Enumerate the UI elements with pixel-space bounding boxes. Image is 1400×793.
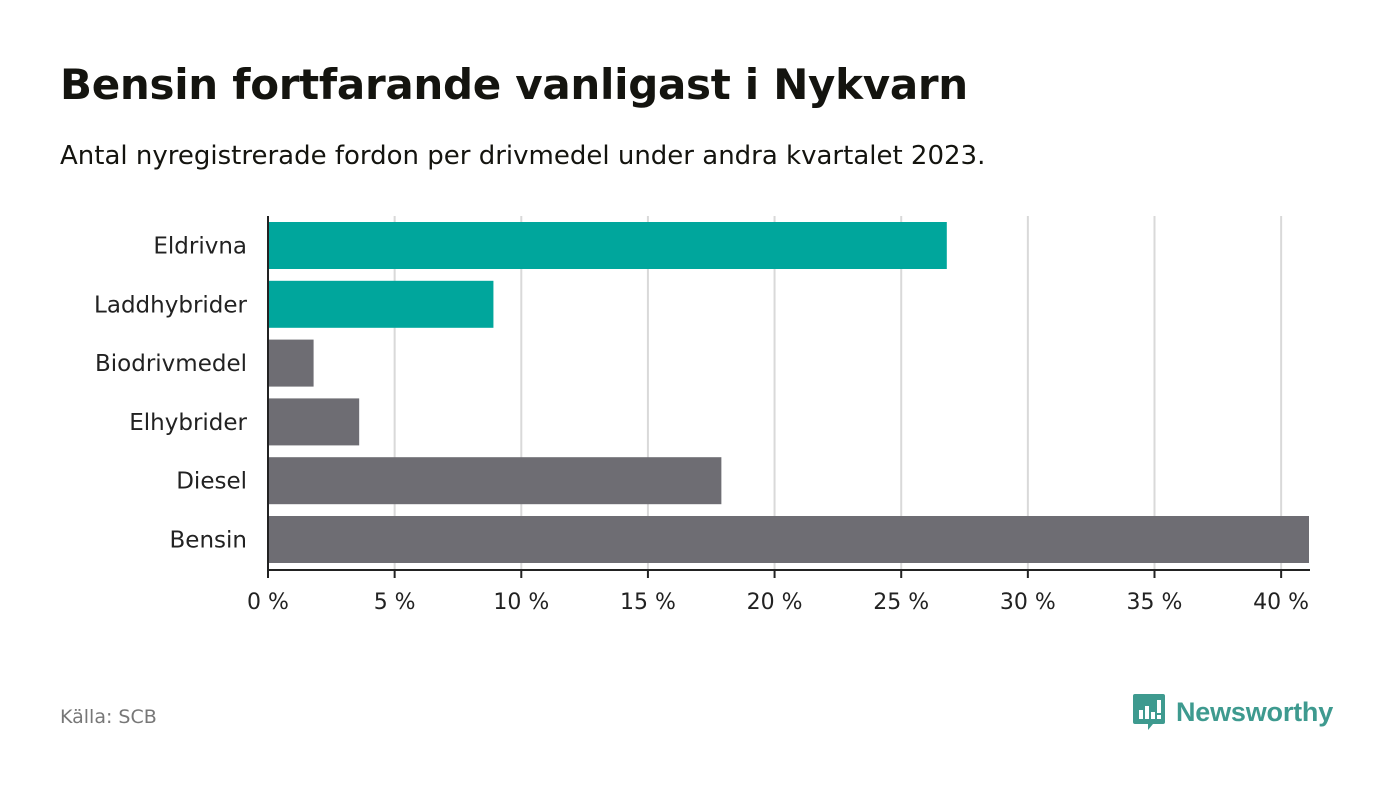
category-label: Biodrivmedel [95, 351, 247, 377]
bar-eldrivna [268, 222, 947, 269]
category-label: Bensin [170, 528, 247, 554]
category-label: Eldrivna [153, 234, 247, 260]
bar-bensin [268, 516, 1309, 563]
x-tick-label: 20 % [747, 590, 803, 615]
x-tick-label: 5 % [374, 590, 416, 615]
category-labels: Eldrivna Laddhybrider Biodrivmedel Elhybrid… [94, 234, 247, 554]
x-axis: 0 % 5 % 10 % 15 % 20 % 25 % 30 % 35 % 40 % [247, 216, 1310, 615]
brand-logo: Newsworthy [1132, 692, 1333, 732]
brand-name: Newsworthy [1176, 696, 1334, 727]
x-tick-label: 40 % [1253, 590, 1309, 615]
source-note: Källa: SCB [60, 706, 157, 728]
bar-diesel [268, 457, 722, 505]
x-tick-label: 30 % [1000, 590, 1056, 615]
category-label: Elhybrider [129, 410, 247, 436]
bar-biodrivmedel [268, 339, 314, 387]
bars [268, 222, 1309, 563]
x-tick-label: 0 % [247, 590, 289, 615]
x-tick-label: 25 % [873, 590, 929, 615]
gridlines [393, 216, 1283, 570]
category-label: Diesel [176, 469, 247, 495]
bar-laddhybrider [268, 280, 494, 328]
chart-title: Bensin fortfarande vanligast i Nykvarn [60, 60, 968, 109]
x-tick-label: 35 % [1127, 590, 1183, 615]
x-tick-label: 15 % [620, 590, 676, 615]
newsworthy-logo-icon [1133, 694, 1165, 730]
bar-elhybrider [268, 398, 360, 446]
chart-subtitle: Antal nyregistrerade fordon per drivmede… [60, 141, 986, 171]
x-tick-label: 10 % [493, 590, 549, 615]
category-label: Laddhybrider [94, 292, 247, 318]
